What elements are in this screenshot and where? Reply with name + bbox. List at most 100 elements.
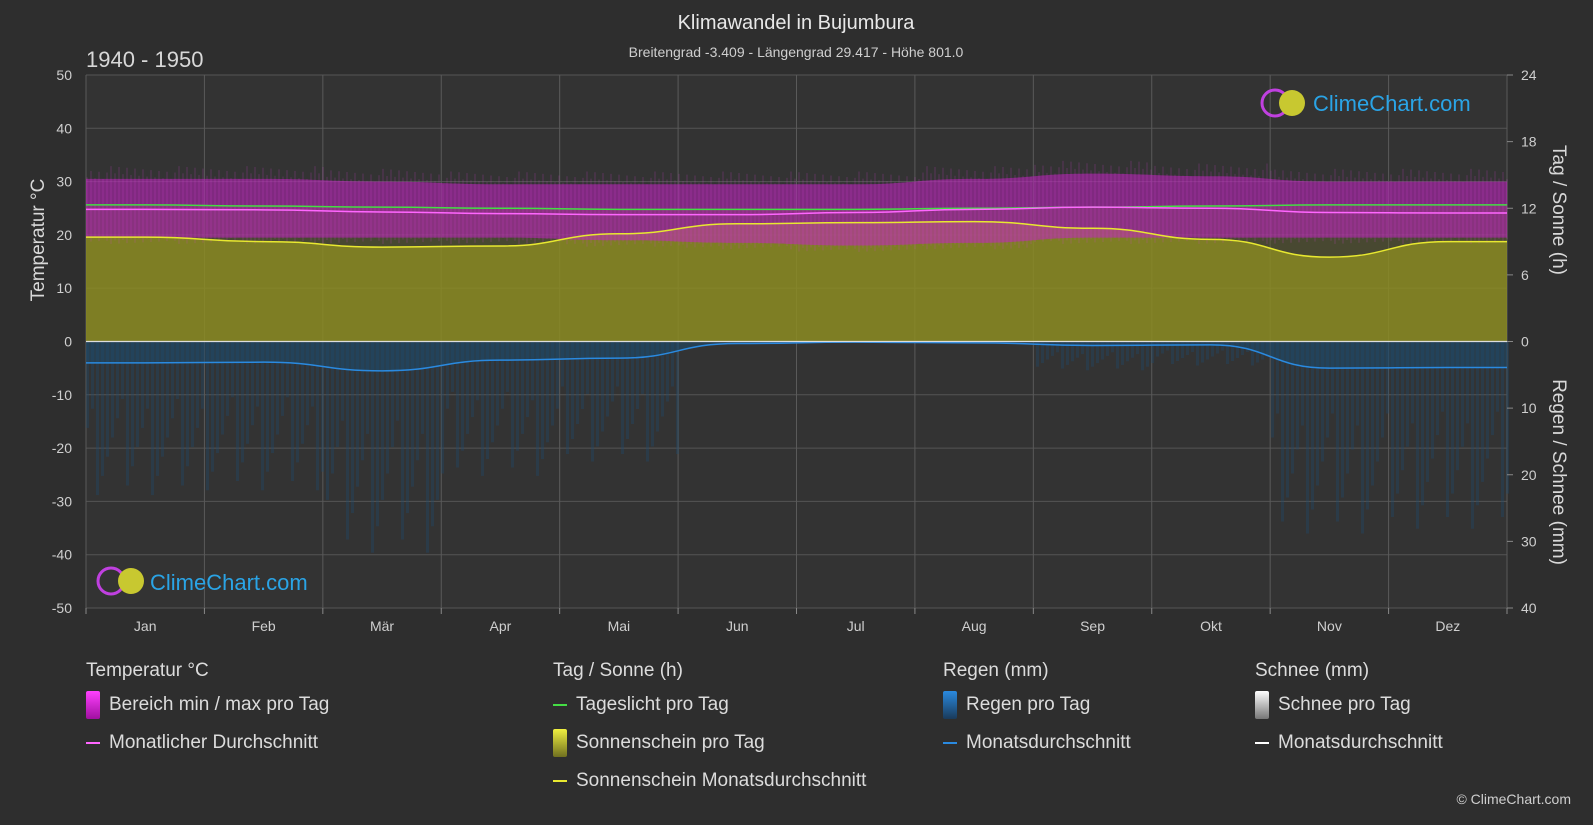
- rain-day-bar: [151, 341, 154, 496]
- legend-label: Monatlicher Durchschnitt: [109, 732, 319, 753]
- temp-day-bar: [206, 175, 208, 240]
- temp-day-bar: [554, 181, 556, 239]
- temp-day-bar: [1302, 179, 1304, 239]
- rain-day-bar: [1286, 341, 1289, 498]
- month-label: Okt: [1200, 618, 1222, 634]
- rain-day-bar: [136, 341, 139, 448]
- temp-day-bar: [1290, 171, 1292, 243]
- temp-avg-line: [86, 206, 1507, 216]
- temp-day-bar: [706, 183, 708, 244]
- temp-day-bar: [98, 171, 100, 242]
- temp-day-bar: [1022, 175, 1024, 245]
- rain-day-bar: [1236, 341, 1239, 358]
- temp-day-bar: [1070, 161, 1072, 244]
- month-axis-ticks: Jan Feb Mär Apr Mai Jun Jul Aug Sep Okt Nov Dez: [134, 618, 1460, 634]
- snow-avg-swatch: [1255, 742, 1269, 744]
- rain-day-bar: [1136, 341, 1139, 355]
- rain-day-bar: [221, 341, 224, 435]
- rain-day-bar: [386, 341, 389, 474]
- rain-day-bar: [566, 341, 569, 454]
- temp-day-bar: [342, 178, 344, 240]
- temp-day-bar: [334, 177, 336, 240]
- rain-day-bar: [1161, 341, 1164, 354]
- sunshine-avg-line: [86, 220, 1507, 258]
- temp-day-bar: [250, 173, 252, 241]
- temp-day-bar: [494, 182, 496, 239]
- temp-day-bar: [1470, 168, 1472, 244]
- rain-day-bar: [96, 341, 99, 496]
- rain-day-bar: [436, 341, 439, 500]
- temp-day-bar: [1334, 168, 1336, 244]
- temp-day-bar: [738, 173, 740, 249]
- temp-day-bar: [590, 178, 592, 244]
- rain-day-bar: [1061, 341, 1064, 369]
- temp-day-bar: [130, 174, 132, 240]
- temp-day-bar: [778, 177, 780, 247]
- temp-day-bar: [1366, 172, 1368, 243]
- rain-day-bar: [361, 341, 364, 461]
- rain-day-bar: [476, 341, 479, 401]
- rain-day-bar: [261, 341, 264, 491]
- temp-day-bar: [902, 182, 904, 247]
- temp-day-bar: [878, 180, 880, 248]
- temp-day-bar: [1038, 172, 1040, 239]
- temp-day-bar: [254, 166, 256, 244]
- rain-day-bar: [381, 341, 384, 500]
- rain-day-bar: [201, 341, 204, 409]
- temp-day-bar: [690, 181, 692, 245]
- rain-day-bar: [86, 341, 89, 428]
- month-label: Mai: [608, 618, 631, 634]
- temp-day-bar: [1418, 170, 1420, 244]
- rain-day-bar: [336, 341, 339, 448]
- chart-title: Klimawandel in Bujumbura: [678, 12, 916, 34]
- temp-day-bar: [1090, 170, 1092, 240]
- temp-day-bar: [1474, 176, 1476, 241]
- rain-day-bar: [556, 341, 559, 409]
- temp-day-bar: [614, 181, 616, 242]
- rain-day-bar: [306, 341, 309, 426]
- temp-day-bar: [898, 175, 900, 250]
- logo-sun-icon: [1279, 90, 1305, 116]
- rain-day-bar: [1346, 341, 1349, 474]
- temp-day-bar: [382, 168, 384, 244]
- temp-day-bar: [682, 181, 684, 245]
- rain-day-bar: [296, 341, 299, 463]
- month-label: Jan: [134, 618, 157, 634]
- rain-day-bar: [161, 341, 164, 457]
- rain-day-bar: [561, 341, 564, 387]
- temp-day-bar: [1358, 171, 1360, 243]
- rain-day-bar: [426, 341, 429, 553]
- temp-day-bar: [1350, 170, 1352, 244]
- temp-day-bar: [222, 177, 224, 239]
- rain-day-bar: [1426, 341, 1429, 482]
- rain-day-bar: [1331, 341, 1334, 414]
- rain-day-bar: [1386, 341, 1389, 414]
- temp-day-bar: [486, 181, 488, 239]
- temp-day-bar: [858, 171, 860, 252]
- rain-day-bar: [1206, 341, 1209, 360]
- temp-day-bar: [1282, 170, 1284, 244]
- temp-day-bar: [1082, 169, 1084, 240]
- rain-area: [86, 341, 1507, 371]
- rain-day-bar: [1486, 341, 1489, 459]
- rain-day-bar: [176, 341, 179, 400]
- temp-day-bar: [750, 181, 752, 245]
- temp-day-bar: [1402, 168, 1404, 244]
- rain-day-bar: [1451, 341, 1454, 494]
- temp-day-bar: [1266, 163, 1268, 244]
- left-axis-ticks: 50 40 30 20 10 0 -10 -20 -30 -40 -50: [52, 67, 72, 616]
- rain-day-bar: [371, 341, 374, 553]
- temp-day-bar: [1422, 177, 1424, 240]
- rain-day-bar: [156, 341, 159, 476]
- month-label: Sep: [1080, 618, 1105, 634]
- legend-label: Monatsdurchschnitt: [1278, 732, 1443, 753]
- temp-day-bar: [870, 179, 872, 248]
- temp-day-bar: [850, 184, 852, 246]
- legend-rain-heading: Regen (mm): [943, 660, 1049, 681]
- temp-day-bar: [1370, 179, 1372, 239]
- temp-day-bar: [734, 179, 736, 246]
- rain-day-bar: [166, 341, 169, 438]
- temp-day-bar: [1106, 172, 1108, 239]
- rain-day-bar: [636, 341, 639, 409]
- rain-day-bar: [226, 341, 229, 416]
